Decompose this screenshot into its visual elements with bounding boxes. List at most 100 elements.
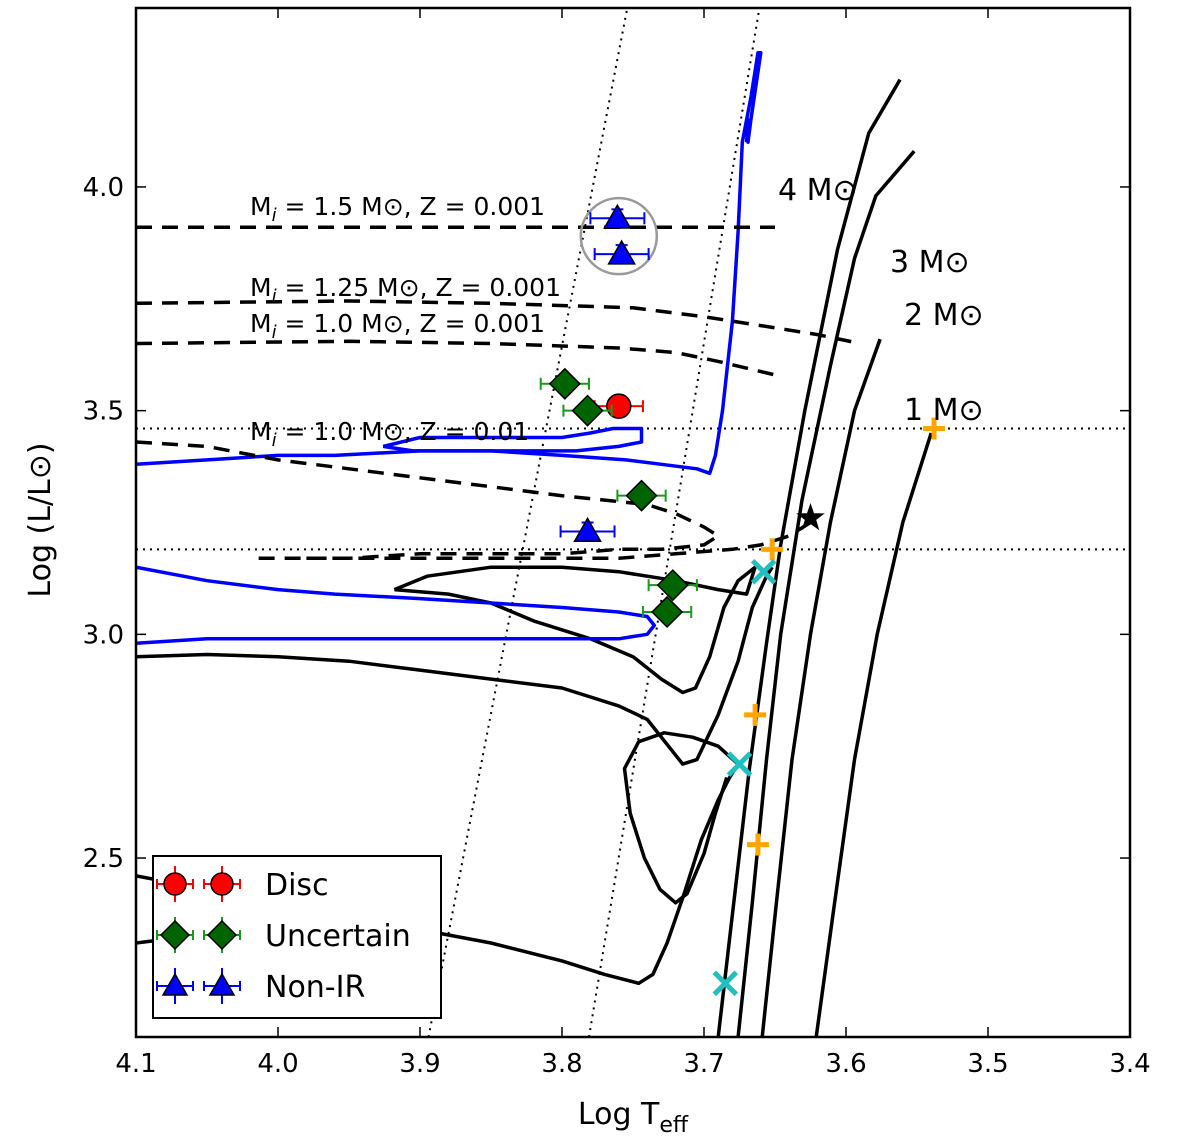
dashed-track-label: Mi = 1.25 M⊙, Z = 0.001 bbox=[250, 273, 561, 307]
marker-diamond bbox=[656, 569, 689, 602]
cyan-x-marker bbox=[726, 751, 753, 777]
data-points-layer bbox=[539, 196, 946, 997]
legend-marker-shape bbox=[210, 872, 234, 896]
x-tick-label: 4.1 bbox=[115, 1049, 156, 1079]
orange-plus-marker bbox=[746, 833, 769, 856]
x-stroke bbox=[712, 970, 739, 997]
x-axis-title-sub: eff bbox=[659, 1113, 689, 1138]
legend-marker-shape bbox=[206, 919, 238, 951]
orange-plus-marker bbox=[744, 703, 767, 726]
legend-marker-shape bbox=[208, 972, 236, 996]
data-point-uncertain bbox=[539, 367, 590, 400]
legend-marker-circle bbox=[156, 866, 194, 902]
label-main: M bbox=[250, 192, 272, 221]
cyan-x-marker bbox=[712, 970, 739, 997]
x-tick-label: 3.9 bbox=[399, 1049, 440, 1079]
orange-plus-marker bbox=[923, 417, 946, 440]
legend-marker-shape bbox=[163, 872, 187, 896]
black-evolutionary-track bbox=[760, 338, 882, 1037]
marker-diamond bbox=[625, 479, 658, 512]
label-subscript: i bbox=[272, 286, 277, 307]
plot-frame bbox=[134, 6, 1132, 1039]
black-evolutionary-track bbox=[393, 565, 757, 695]
marker-triangle bbox=[573, 516, 602, 542]
x-stroke bbox=[726, 751, 753, 777]
marker-diamond bbox=[548, 367, 581, 400]
black-evolutionary-track bbox=[136, 566, 774, 766]
legend-marker-shape bbox=[159, 919, 191, 951]
legend-box bbox=[152, 855, 442, 1019]
dashed-evolutionary-track bbox=[136, 299, 861, 346]
blue-evolutionary-track bbox=[382, 426, 644, 453]
marker-triangle bbox=[603, 203, 632, 229]
label-rest: = 1.25 M⊙, Z = 0.001 bbox=[277, 273, 561, 302]
track-mass-label: 4 M⊙ bbox=[778, 173, 858, 208]
blue-evolutionary-track bbox=[136, 50, 763, 476]
black-evolutionary-track bbox=[716, 78, 902, 1037]
label-main: M bbox=[250, 309, 272, 338]
black-evolutionary-track bbox=[814, 432, 933, 1037]
y-tick-label: 3.5 bbox=[83, 397, 124, 427]
data-point-non-ir bbox=[559, 516, 616, 542]
legend-marker-triangle bbox=[156, 968, 194, 1004]
data-point-uncertain bbox=[616, 479, 667, 512]
data-point-uncertain bbox=[562, 394, 613, 427]
orange-plus-marker bbox=[761, 538, 784, 561]
y-tick-label: 3.0 bbox=[83, 620, 124, 650]
label-subscript: i bbox=[272, 322, 277, 343]
sloped-dotted-line bbox=[588, 8, 761, 1037]
annotations-layer: 4 M⊙3 M⊙2 M⊙1 M⊙Mi = 1.5 M⊙, Z = 0.001Mi… bbox=[250, 173, 984, 451]
track-mass-label: 2 M⊙ bbox=[904, 298, 984, 333]
dashed-track-label: Mi = 1.0 M⊙, Z = 0.01 bbox=[250, 417, 529, 451]
legend-marker-diamond bbox=[203, 917, 241, 953]
cyan-x-marker bbox=[750, 558, 777, 585]
legend-marker-circle bbox=[203, 866, 241, 902]
legend-marker-triangle bbox=[203, 968, 241, 1004]
x-tick-label: 3.7 bbox=[683, 1049, 724, 1079]
axis-ticks-layer: 4.1 4.0 3.9 3.8 3.7 3.6 3.5 3.4 2.5 3.0 3.5 4.0 bbox=[83, 8, 1151, 1079]
track-mass-label: 1 M⊙ bbox=[904, 393, 984, 428]
label-rest: = 1.5 M⊙, Z = 0.001 bbox=[277, 192, 546, 221]
x-tick-label: 3.5 bbox=[967, 1049, 1008, 1079]
legend-marker-shape bbox=[161, 972, 189, 996]
x-tick-label: 4.0 bbox=[257, 1049, 298, 1079]
marker-diamond bbox=[651, 595, 684, 629]
dashed-track-label: Mi = 1.0 M⊙, Z = 0.001 bbox=[250, 309, 545, 343]
marker-circle bbox=[606, 393, 632, 419]
x-axis-title-main: Log T bbox=[578, 1097, 660, 1132]
x-tick-label: 3.4 bbox=[1109, 1049, 1150, 1079]
data-point-non-ir bbox=[593, 239, 650, 265]
x-tick-label: 3.6 bbox=[825, 1049, 866, 1079]
dashed-evolutionary-track bbox=[136, 440, 722, 561]
dashed-track-label: Mi = 1.5 M⊙, Z = 0.001 bbox=[250, 192, 545, 226]
y-tick-label: 4.0 bbox=[83, 173, 124, 203]
highlight-circle bbox=[579, 196, 659, 276]
dashed-evolutionary-track bbox=[306, 516, 819, 561]
y-axis-title: Log (L/L⊙) bbox=[23, 442, 58, 597]
label-main: M bbox=[250, 417, 272, 446]
x-tick-label: 3.8 bbox=[541, 1049, 582, 1079]
marker-diamond bbox=[571, 394, 604, 427]
data-point-uncertain bbox=[647, 569, 698, 602]
legend-marker-diamond bbox=[156, 917, 194, 953]
label-rest: = 1.0 M⊙, Z = 0.001 bbox=[277, 309, 546, 338]
legend: Disc Uncertain Non-IR bbox=[152, 855, 442, 1019]
track-mass-label: 3 M⊙ bbox=[890, 245, 970, 280]
label-rest: = 1.0 M⊙, Z = 0.01 bbox=[277, 417, 530, 446]
legend-label: Uncertain bbox=[265, 919, 411, 954]
label-subscript: i bbox=[272, 205, 277, 226]
marker-triangle bbox=[607, 239, 636, 265]
label-main: M bbox=[250, 273, 272, 302]
x-axis-title: Log Teff bbox=[578, 1097, 689, 1138]
blue-evolutionary-track bbox=[136, 565, 657, 646]
x-stroke bbox=[750, 558, 777, 585]
data-point-non-ir bbox=[589, 203, 646, 229]
black-evolutionary-track bbox=[622, 731, 740, 905]
label-subscript: i bbox=[272, 430, 277, 451]
data-point-uncertain bbox=[641, 595, 693, 629]
dashed-evolutionary-track bbox=[136, 339, 776, 377]
legend-label: Non-IR bbox=[265, 970, 365, 1005]
y-tick-label: 2.5 bbox=[83, 844, 124, 874]
legend-label: Disc bbox=[265, 868, 329, 903]
